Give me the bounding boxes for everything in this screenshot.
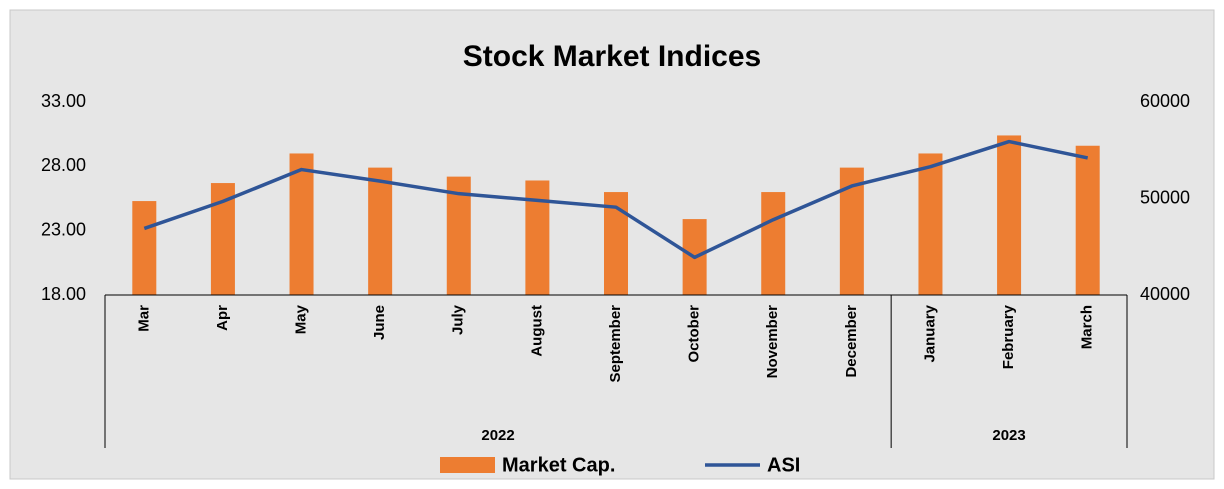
legend-swatch bbox=[440, 457, 495, 473]
x-tick-label: May bbox=[293, 304, 310, 334]
bar bbox=[446, 176, 471, 295]
line-series bbox=[143, 139, 1089, 260]
bar bbox=[1075, 145, 1100, 295]
x-tick-label: January bbox=[921, 304, 938, 362]
y-tick-label: 18.00 bbox=[41, 284, 86, 304]
y-tick-label: 28.00 bbox=[41, 155, 86, 175]
group-label: 2023 bbox=[992, 427, 1025, 444]
bar bbox=[997, 135, 1022, 295]
y2-tick-label: 60000 bbox=[1140, 91, 1190, 111]
y2-tick-label: 40000 bbox=[1140, 284, 1190, 304]
y-tick-label: 23.00 bbox=[41, 219, 86, 239]
x-tick-label: October bbox=[686, 305, 703, 363]
bar bbox=[761, 192, 786, 295]
x-tick-label: Mar bbox=[135, 305, 152, 332]
x-tick-label: September bbox=[607, 305, 624, 383]
y2-tick-label: 50000 bbox=[1140, 187, 1190, 207]
bar bbox=[525, 180, 550, 295]
bar bbox=[132, 201, 157, 295]
chart-title: Stock Market Indices bbox=[463, 40, 761, 73]
group-label: 2022 bbox=[481, 427, 514, 444]
x-tick-label: December bbox=[843, 305, 860, 378]
bar bbox=[918, 153, 943, 295]
x-tick-label: June bbox=[371, 305, 388, 340]
x-tick-label: August bbox=[528, 305, 545, 357]
x-tick-label: March bbox=[1079, 305, 1096, 349]
x-tick-label: February bbox=[1000, 304, 1017, 369]
x-tick-label: Apr bbox=[214, 305, 231, 331]
x-tick-label: July bbox=[450, 304, 467, 335]
y-tick-label: 33.00 bbox=[41, 91, 86, 111]
bar bbox=[289, 153, 314, 295]
bar bbox=[368, 167, 393, 295]
legend-label: Market Cap. bbox=[502, 454, 615, 476]
legend-label: ASI bbox=[767, 454, 800, 476]
x-tick-label: November bbox=[764, 305, 781, 379]
